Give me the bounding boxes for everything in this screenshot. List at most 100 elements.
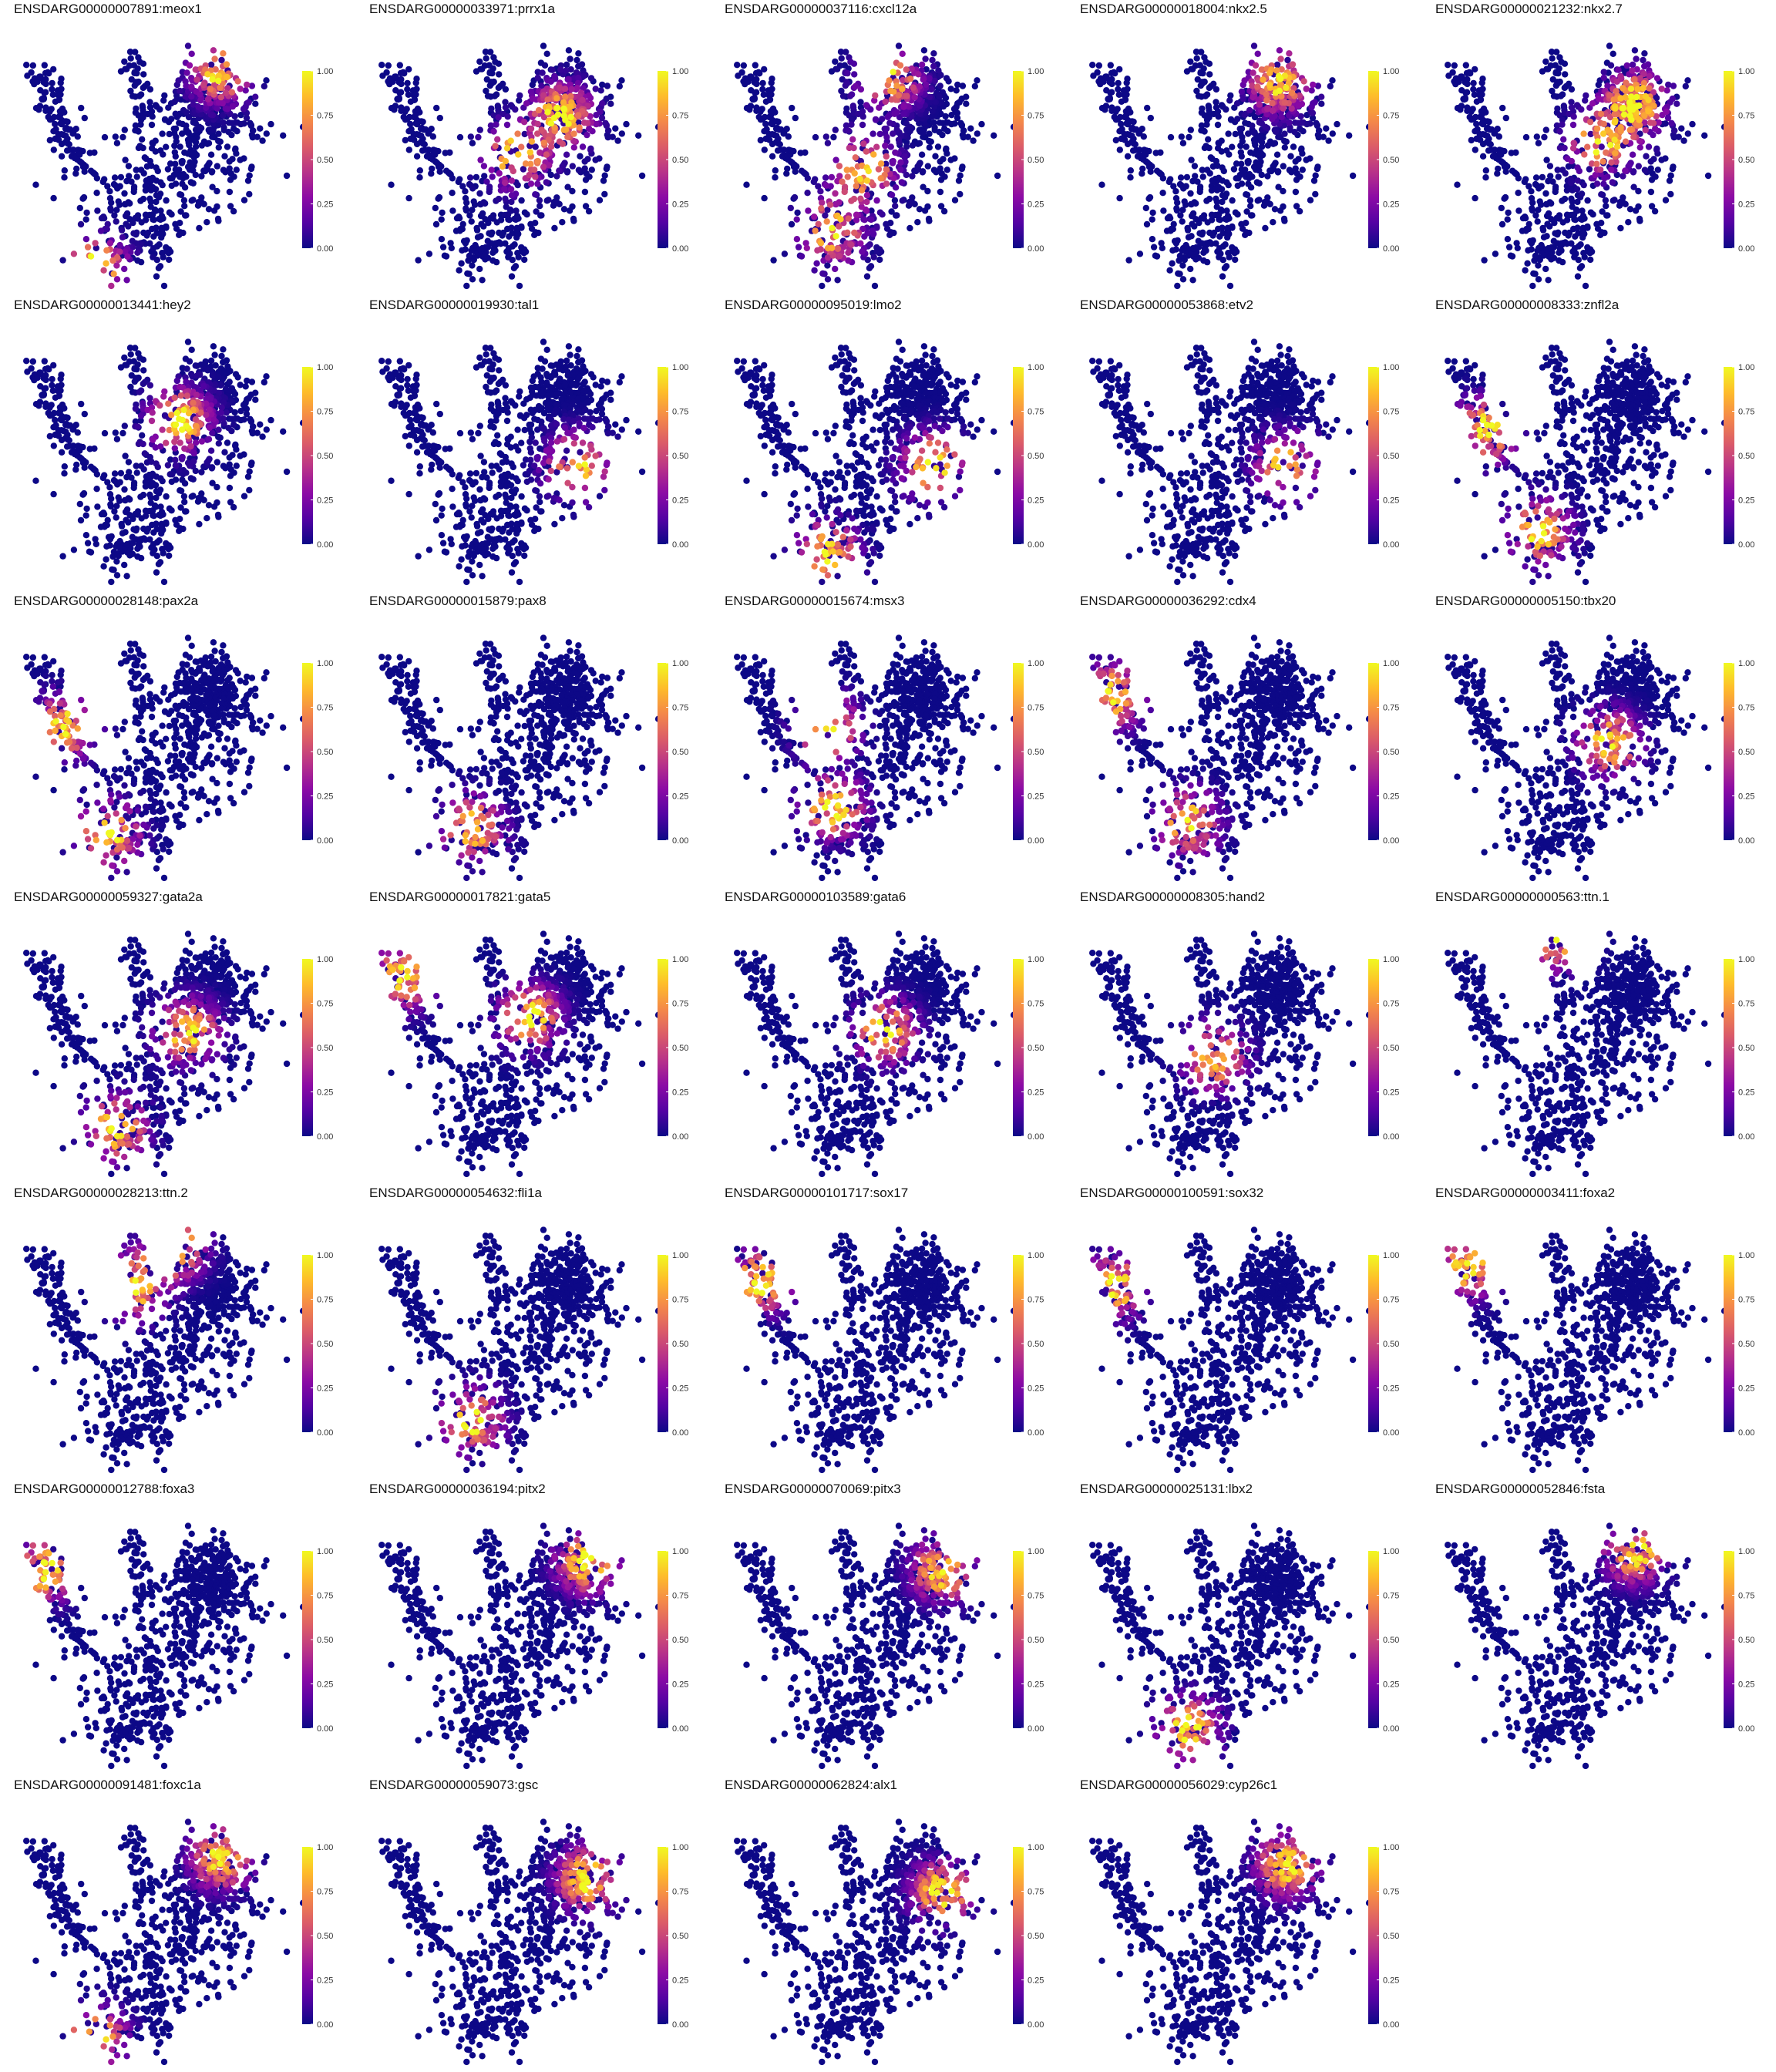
cell-point (1122, 96, 1129, 103)
cell-point (1229, 244, 1236, 251)
cell-point (560, 206, 568, 213)
cell-point (586, 125, 593, 133)
cell-point (556, 167, 563, 174)
cell-point (489, 65, 496, 72)
cell-point (527, 125, 535, 133)
cell-point (188, 83, 195, 90)
cell-point (389, 78, 396, 86)
cell-point (1272, 128, 1280, 135)
cell-point (245, 99, 252, 106)
cell-point (1303, 86, 1310, 92)
cell-point (1256, 133, 1263, 140)
cell-point (609, 133, 616, 140)
cell-point (185, 113, 193, 121)
cell-point (1222, 241, 1229, 248)
cell-point (871, 97, 878, 104)
cell-point (244, 473, 252, 480)
cell-point (508, 198, 515, 206)
cell-point (116, 248, 123, 255)
cell-point (1449, 69, 1456, 76)
cell-point (926, 130, 933, 137)
cell-point (815, 183, 822, 190)
cell-point (146, 491, 153, 498)
cell-point (1589, 211, 1596, 218)
cell-point (481, 252, 488, 260)
cell-point (1600, 130, 1607, 137)
cell-point (1663, 87, 1670, 94)
cell-point (49, 91, 57, 99)
cell-point (463, 237, 470, 244)
cell-point (61, 405, 68, 412)
cell-point (1478, 120, 1485, 127)
cell-point (959, 82, 967, 89)
cell-point (1136, 251, 1144, 257)
cell-point (1256, 166, 1263, 174)
cell-point (1513, 171, 1520, 178)
cell-point (439, 244, 447, 251)
cell-point (888, 208, 895, 215)
cell-point (886, 231, 893, 238)
cell-point (766, 96, 774, 103)
cell-point (134, 423, 141, 430)
cell-point (487, 49, 494, 56)
cell-point (173, 225, 180, 232)
cell-point (822, 212, 829, 219)
cell-point (168, 182, 175, 190)
cell-point (1478, 112, 1485, 119)
cell-point (153, 526, 160, 533)
cell-point (280, 132, 287, 139)
cell-point (1582, 97, 1589, 104)
cell-point (1504, 216, 1511, 223)
cell-point (1273, 67, 1280, 74)
cell-point (1271, 113, 1278, 119)
cell-point (564, 133, 571, 140)
cell-point (158, 509, 166, 516)
cell-point (1473, 120, 1480, 128)
cell-point (1514, 244, 1521, 251)
cell-point (1266, 82, 1273, 89)
cell-point (593, 112, 600, 119)
cell-point (1472, 146, 1478, 153)
feature-plot-panel: ENSDARG00000013441:hey2 0.00 0.25 0.50 0.75 1… (0, 296, 355, 592)
colorbar-tick-label: 0.75 (1383, 112, 1399, 121)
cell-point (242, 383, 249, 390)
cell-point (418, 133, 425, 140)
cell-point (172, 456, 179, 463)
cell-point (263, 77, 270, 84)
cell-point (974, 77, 980, 84)
cell-point (74, 429, 82, 436)
cell-point (1651, 207, 1659, 215)
cell-point (490, 128, 497, 135)
cell-point (1278, 113, 1285, 121)
cell-point (1682, 82, 1689, 90)
cell-point (1200, 65, 1207, 72)
cell-point (600, 177, 607, 184)
cell-point (753, 76, 760, 83)
cell-point (101, 429, 109, 437)
cell-point (514, 130, 521, 137)
cell-point (1663, 108, 1670, 116)
cell-point (248, 459, 255, 466)
cell-point (536, 197, 543, 204)
cell-point (1178, 133, 1185, 140)
cell-point (122, 529, 129, 536)
cell-point (1548, 244, 1556, 251)
cell-point (220, 420, 227, 427)
cell-point (126, 345, 134, 352)
cell-point (1263, 106, 1271, 113)
cell-point (487, 93, 494, 100)
cell-point (105, 533, 113, 540)
cell-point (119, 133, 126, 141)
cell-point (1646, 72, 1653, 80)
cell-point (506, 233, 513, 240)
cell-point (46, 108, 53, 116)
cell-point (1179, 276, 1187, 283)
cell-point (859, 121, 866, 129)
cell-point (838, 55, 845, 62)
cell-point (818, 205, 825, 212)
cell-point (890, 69, 896, 76)
cell-point (252, 100, 259, 107)
cell-point (131, 365, 138, 372)
cell-point (528, 225, 536, 232)
cell-point (554, 111, 562, 118)
